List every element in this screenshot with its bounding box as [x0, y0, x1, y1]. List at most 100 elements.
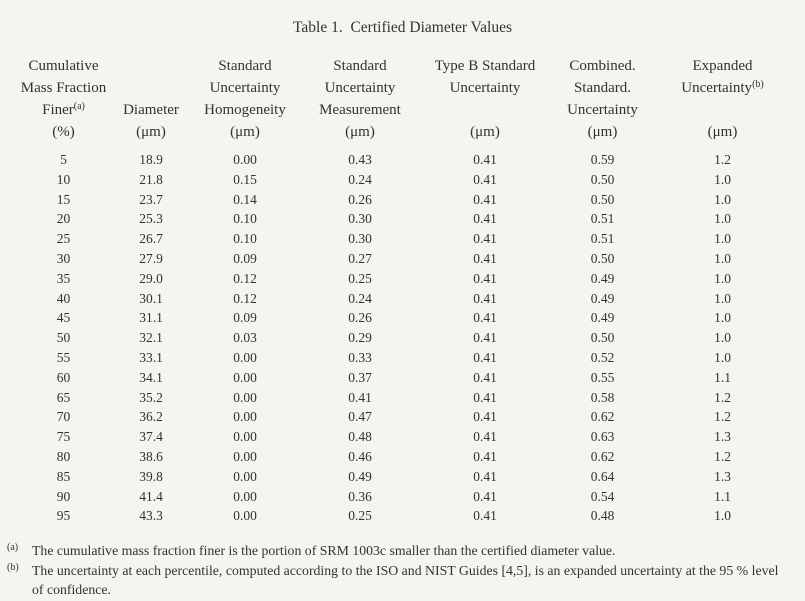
cell-diameter: 29.0: [139, 270, 163, 286]
header-unit: (μm): [707, 124, 738, 140]
cell-expanded-uncertainty: 1.3: [714, 468, 731, 484]
footnote-a-text: The cumulative mass fraction finer is th…: [32, 543, 616, 558]
cell-mass-fraction-finer: 45: [56, 310, 71, 326]
cell-combined-uncertainty: 0.49: [590, 310, 615, 326]
header-line: Type B Standard: [434, 58, 536, 74]
cell-mass-fraction-finer: 15: [56, 191, 71, 207]
header-unit: (%): [52, 124, 75, 140]
cell-type-b-uncertainty: 0.41: [473, 349, 497, 365]
table-row: 55 33.1 0.00 0.33 0.41 0.52 1.0: [20, 348, 785, 368]
cell-combined-uncertainty: 0.48: [590, 508, 615, 524]
cell-type-b-uncertainty: 0.41: [473, 468, 497, 484]
cell-expanded-uncertainty: 1.0: [714, 330, 731, 346]
cell-diameter: 21.8: [139, 171, 163, 187]
cell-type-b-uncertainty: 0.41: [473, 231, 497, 247]
cell-uncertainty-homogeneity: 0.00: [233, 468, 257, 484]
cell-type-b-uncertainty: 0.41: [473, 211, 497, 227]
cell-type-b-uncertainty: 0.41: [473, 310, 497, 326]
table-body: 5 18.9 0.00 0.43 0.41 0.59 1.2 10 21.8 0…: [20, 150, 785, 526]
cell-mass-fraction-finer: 40: [56, 290, 71, 306]
cell-expanded-uncertainty: 1.1: [714, 369, 731, 385]
header-line: Uncertainty: [324, 80, 396, 96]
cell-expanded-uncertainty: 1.0: [714, 290, 731, 306]
table-row: 35 29.0 0.12 0.25 0.41 0.49 1.0: [20, 269, 785, 289]
cell-expanded-uncertainty: 1.0: [714, 508, 731, 524]
cell-uncertainty-homogeneity: 0.00: [233, 429, 257, 445]
table-row: 65 35.2 0.00 0.41 0.41 0.58 1.2: [20, 388, 785, 408]
cell-uncertainty-homogeneity: 0.00: [233, 369, 257, 385]
cell-type-b-uncertainty: 0.41: [473, 369, 497, 385]
cell-mass-fraction-finer: 10: [56, 171, 71, 187]
cell-type-b-uncertainty: 0.41: [473, 270, 497, 286]
cell-mass-fraction-finer: 60: [56, 369, 71, 385]
header-line: Uncertainty: [449, 80, 521, 96]
cell-mass-fraction-finer: 70: [56, 409, 71, 425]
cell-uncertainty-measurement: 0.37: [348, 369, 372, 385]
cell-mass-fraction-finer: 80: [56, 448, 71, 464]
cell-expanded-uncertainty: 1.0: [714, 270, 731, 286]
cell-expanded-uncertainty: 1.2: [714, 152, 731, 167]
cell-expanded-uncertainty: 1.3: [714, 429, 731, 445]
table-row: 20 25.3 0.10 0.30 0.41 0.51 1.0: [20, 209, 785, 229]
header-line: Cumulative: [28, 58, 99, 74]
table-row: 95 43.3 0.00 0.25 0.41 0.48 1.0: [20, 506, 785, 526]
header-line: Standard: [333, 58, 387, 74]
header-text: Uncertainty: [681, 80, 753, 96]
cell-mass-fraction-finer: 75: [56, 429, 71, 445]
header-text: Diameter: [123, 102, 179, 118]
cell-uncertainty-homogeneity: 0.00: [233, 448, 257, 464]
cell-uncertainty-homogeneity: 0.00: [233, 508, 257, 524]
cell-uncertainty-measurement: 0.33: [348, 349, 372, 365]
cell-uncertainty-measurement: 0.24: [348, 171, 372, 187]
col-header-std-uncertainty-homogeneity: Standard Uncertainty Homogeneity (μm): [195, 55, 295, 143]
cell-diameter: 38.6: [139, 448, 163, 464]
cell-uncertainty-measurement: 0.30: [348, 211, 372, 227]
table-row: 85 39.8 0.00 0.49 0.41 0.64 1.3: [20, 467, 785, 487]
cell-combined-uncertainty: 0.62: [590, 409, 615, 425]
table-row: 80 38.6 0.00 0.46 0.41 0.62 1.2: [20, 447, 785, 467]
header-unit: (μm): [230, 124, 260, 140]
cell-type-b-uncertainty: 0.41: [473, 171, 497, 187]
header-unit: (μm): [136, 124, 166, 140]
cell-mass-fraction-finer: 55: [56, 349, 71, 365]
col-header-type-b-standard-uncertainty: Type B Standard Uncertainty (μm): [425, 55, 545, 143]
cell-type-b-uncertainty: 0.41: [473, 448, 497, 464]
table-row: 15 23.7 0.14 0.26 0.41 0.50 1.0: [20, 190, 785, 210]
header-line: Standard.: [573, 80, 632, 96]
cell-diameter: 37.4: [139, 429, 163, 445]
header-line: Combined.: [569, 58, 636, 74]
cell-uncertainty-measurement: 0.26: [348, 310, 372, 326]
cell-combined-uncertainty: 0.51: [590, 231, 615, 247]
cell-type-b-uncertainty: 0.41: [473, 152, 497, 167]
table-row: 75 37.4 0.00 0.48 0.41 0.63 1.3: [20, 427, 785, 447]
header-unit: (μm): [470, 124, 500, 140]
header-line: [107, 77, 195, 99]
cell-expanded-uncertainty: 1.2: [714, 389, 731, 405]
cell-combined-uncertainty: 0.59: [590, 152, 615, 167]
header-line: Uncertainty: [209, 80, 281, 96]
cell-combined-uncertainty: 0.50: [590, 330, 615, 346]
footnotes: (a) The cumulative mass fraction finer i…: [7, 541, 793, 600]
cell-uncertainty-homogeneity: 0.10: [233, 211, 257, 227]
cell-uncertainty-measurement: 0.48: [348, 429, 372, 445]
cell-combined-uncertainty: 0.63: [590, 429, 615, 445]
footnote-b-text: The uncertainty at each percentile, comp…: [32, 562, 779, 598]
cell-uncertainty-homogeneity: 0.09: [233, 310, 257, 326]
table-row: 40 30.1 0.12 0.24 0.41 0.49 1.0: [20, 289, 785, 309]
header-line: Homogeneity: [204, 102, 286, 118]
cell-uncertainty-measurement: 0.49: [348, 468, 372, 484]
cell-combined-uncertainty: 0.49: [590, 290, 615, 306]
table-header: Cumulative Mass Fraction Finer(a) (%) Di…: [20, 55, 785, 143]
cell-type-b-uncertainty: 0.41: [473, 250, 497, 266]
cell-diameter: 18.9: [139, 152, 163, 167]
header-unit: (μm): [345, 124, 375, 140]
table-row: 30 27.9 0.09 0.27 0.41 0.50 1.0: [20, 249, 785, 269]
footnote-a: (a) The cumulative mass fraction finer i…: [7, 541, 793, 561]
cell-diameter: 36.2: [139, 409, 163, 425]
cell-uncertainty-homogeneity: 0.14: [233, 191, 257, 207]
cell-uncertainty-homogeneity: 0.10: [233, 231, 257, 247]
cell-type-b-uncertainty: 0.41: [473, 508, 497, 524]
cell-diameter: 34.1: [139, 369, 163, 385]
cell-expanded-uncertainty: 1.2: [714, 409, 731, 425]
